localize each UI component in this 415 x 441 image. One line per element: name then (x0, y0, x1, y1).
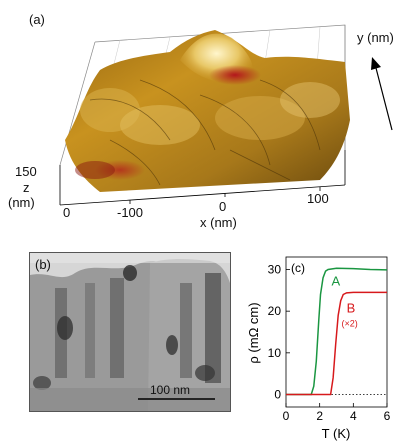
y-tick-label: 0 (274, 388, 281, 402)
series-label-b: B (347, 300, 356, 315)
y-tick-label: 30 (268, 263, 282, 277)
y-direction-arrow (371, 57, 393, 131)
x-tick-0: 0 (219, 199, 227, 214)
tem-image (30, 253, 230, 411)
z-tick-150: 150 (15, 164, 37, 179)
series-line-b (286, 291, 387, 396)
x-tick-label: 0 (283, 409, 290, 423)
x-tick-label: 6 (384, 409, 391, 423)
panel-c-label: (c) (291, 261, 305, 275)
y-axis-label: y (nm) (357, 30, 394, 45)
x-tick-label: 4 (350, 409, 357, 423)
x-tick-100: 100 (307, 191, 329, 206)
afm-3d-surface-plot (59, 24, 393, 206)
panel-a-label: (a) (29, 12, 45, 27)
afm-axes (59, 150, 346, 206)
x-tick-label: 2 (316, 409, 323, 423)
x-tick-neg100: -100 (117, 205, 144, 220)
chart-x-label: T (K) (322, 426, 351, 441)
panel-b-label: (b) (35, 257, 51, 272)
z-axis-unit: (nm) (8, 195, 35, 210)
series-label-a: A (331, 274, 340, 289)
plot-frame (285, 256, 388, 408)
resistivity-chart: 0 2 4 6 0 10 20 30 AB (×2) (c) T (K) ρ (mΩ cm) (246, 256, 391, 441)
y-tick-label: 10 (268, 346, 282, 360)
series-annotation-b: (×2) (342, 318, 358, 328)
z-tick-0: 0 (63, 205, 71, 220)
chart-y-label: ρ (mΩ cm) (246, 302, 261, 363)
afm-surface (65, 30, 350, 192)
y-tick-label: 20 (268, 304, 282, 318)
z-axis-label: z (23, 180, 30, 195)
series-line-a (286, 267, 388, 396)
scale-bar-label: 100 nm (150, 383, 191, 397)
tem-micrograph (29, 252, 231, 412)
x-axis-label: x (nm) (200, 215, 237, 230)
